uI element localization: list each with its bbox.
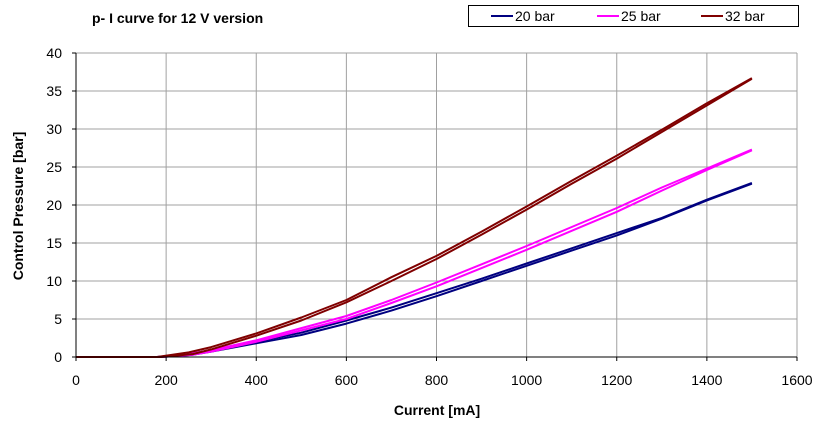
y-tick-label: 20	[46, 197, 62, 213]
y-tick-label: 35	[46, 83, 62, 99]
x-tick-label: 1400	[691, 372, 722, 388]
y-tick-label: 10	[46, 273, 62, 289]
x-tick-label: 200	[154, 372, 178, 388]
series-line-32-bar-lower	[76, 77, 753, 358]
y-tick-label: 25	[46, 159, 62, 175]
legend-label-20-bar: 20 bar	[515, 8, 555, 24]
x-tick-label: 0	[72, 372, 80, 388]
legend-label-25-bar: 25 bar	[621, 8, 661, 24]
x-tick-label: 1600	[781, 372, 812, 388]
legend-item-20-bar: 20 bar	[491, 8, 555, 24]
y-axis-label: Control Pressure [bar]	[10, 132, 26, 281]
x-tick-label: 800	[425, 372, 449, 388]
chart-title: p- I curve for 12 V version	[92, 10, 264, 26]
y-tick-label: 40	[46, 45, 62, 61]
legend-label-32-bar: 32 bar	[725, 8, 765, 24]
series-line-25-bar-lower	[76, 149, 753, 358]
y-tick-label: 15	[46, 235, 62, 251]
axes: 0 200 400 600 800 1000 1200 1400 1600 0 5 10 15 20 25 3…	[46, 45, 812, 388]
series-line-32-bar-upper	[76, 77, 753, 358]
legend-swatch-25-bar	[597, 15, 619, 18]
x-tick-label: 400	[245, 372, 269, 388]
legend: 20 bar 25 bar 32 bar	[468, 5, 799, 27]
y-tick-label: 5	[54, 311, 62, 327]
legend-item-25-bar: 25 bar	[597, 8, 661, 24]
grid	[76, 52, 798, 357]
x-axis-label: Current [mA]	[394, 402, 480, 418]
y-tick-label: 30	[46, 121, 62, 137]
legend-swatch-20-bar	[491, 15, 513, 18]
series-line-25-bar-upper	[76, 148, 753, 358]
x-tick-label: 1000	[511, 372, 542, 388]
legend-swatch-32-bar	[701, 15, 723, 18]
x-tick-label: 600	[335, 372, 359, 388]
series-lines	[76, 77, 753, 358]
x-tick-label: 1200	[601, 372, 632, 388]
y-tick-label: 0	[54, 349, 62, 365]
legend-item-32-bar: 32 bar	[701, 8, 765, 24]
